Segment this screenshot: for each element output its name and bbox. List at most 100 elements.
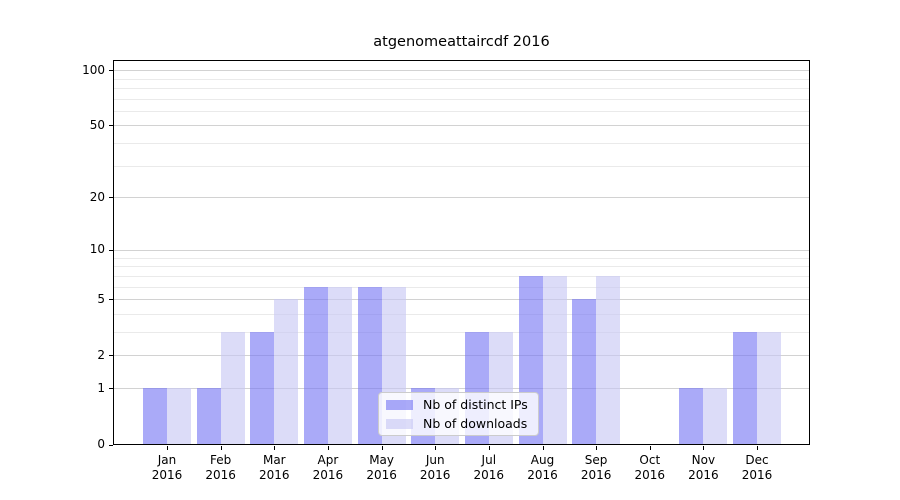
y-tick-mark-2 bbox=[109, 355, 113, 357]
gridline-minor-30 bbox=[114, 165, 809, 167]
x-tick-month: Sep bbox=[584, 453, 608, 467]
x-tick-mark-dec bbox=[757, 446, 758, 450]
x-tick-label-nov: Nov 2016 bbox=[673, 453, 733, 483]
x-tick-year: 2016 bbox=[259, 468, 290, 482]
x-tick-year: 2016 bbox=[580, 468, 612, 482]
x-tick-mark-jun bbox=[435, 446, 437, 450]
x-tick-label-oct: Oct 2016 bbox=[620, 453, 680, 483]
y-tick-label-2: 2 bbox=[97, 347, 105, 362]
y-tick-label-100: 100 bbox=[82, 62, 105, 77]
gridline-minor-8 bbox=[114, 266, 809, 268]
x-tick-mark-aug bbox=[542, 446, 544, 450]
x-tick-month: Aug bbox=[530, 453, 555, 467]
y-tick-mark-5 bbox=[109, 299, 113, 301]
gridline-major-100 bbox=[114, 70, 809, 71]
gridline-minor-4 bbox=[114, 313, 809, 315]
gridline-minor-70 bbox=[114, 98, 809, 100]
bar-downloads-dec bbox=[757, 332, 781, 445]
x-tick-label-may: May 2016 bbox=[352, 453, 412, 483]
bar-downloads-mar bbox=[274, 299, 299, 445]
gridline-minor-3 bbox=[114, 332, 809, 333]
x-tick-year: 2016 bbox=[527, 468, 558, 482]
bar-downloads-nov bbox=[703, 388, 728, 445]
y-tick-label-10: 10 bbox=[89, 242, 105, 257]
y-tick-mark-50 bbox=[109, 125, 113, 127]
x-tick-label-sep: Sep 2016 bbox=[566, 453, 626, 483]
x-tick-mark-jan bbox=[167, 446, 168, 450]
x-tick-year: 2016 bbox=[205, 468, 236, 482]
x-tick-mark-feb bbox=[220, 446, 222, 450]
x-tick-mark-oct bbox=[649, 446, 651, 450]
x-tick-month: Feb bbox=[209, 453, 232, 467]
x-tick-year: 2016 bbox=[473, 468, 505, 482]
gridline-minor-60 bbox=[114, 110, 809, 112]
x-tick-year: 2016 bbox=[151, 468, 183, 482]
legend-swatch-ips bbox=[386, 399, 413, 410]
y-tick-label-20: 20 bbox=[89, 189, 105, 204]
y-tick-label-0: 0 bbox=[97, 437, 105, 451]
gridline-major-10 bbox=[114, 249, 809, 251]
x-tick-label-feb: Feb 2016 bbox=[191, 453, 251, 483]
bar-ips-feb bbox=[196, 388, 221, 445]
x-tick-label-jan: Jan 2016 bbox=[137, 453, 197, 483]
legend-label-downloads: Nb of downloads bbox=[423, 416, 528, 431]
legend-swatch-downloads bbox=[386, 418, 413, 429]
gridline-minor-6 bbox=[114, 286, 809, 288]
legend-row-downloads: Nb of downloads bbox=[386, 416, 531, 431]
chart-title: atgenomeattaircdf 2016 bbox=[373, 34, 550, 50]
bar-downloads-sep bbox=[596, 275, 621, 445]
y-tick-label-5: 5 bbox=[97, 291, 105, 306]
bar-ips-apr bbox=[303, 286, 328, 445]
x-tick-label-aug: Aug 2016 bbox=[513, 453, 573, 483]
x-tick-month: Nov bbox=[691, 453, 716, 467]
x-tick-mark-jul bbox=[488, 446, 490, 450]
bar-ips-jan bbox=[143, 388, 167, 445]
gridline-minor-7 bbox=[114, 275, 809, 277]
x-tick-label-dec: Dec 2016 bbox=[727, 453, 787, 483]
legend: Nb of distinct IPs Nb of downloads bbox=[378, 392, 539, 436]
x-tick-year: 2016 bbox=[634, 468, 666, 482]
bar-ips-nov bbox=[679, 388, 704, 445]
gridline-major-50 bbox=[114, 125, 809, 127]
x-tick-mark-mar bbox=[274, 446, 276, 450]
bar-ips-sep bbox=[572, 299, 597, 445]
x-tick-year: 2016 bbox=[366, 468, 397, 482]
x-tick-label-mar: Mar 2016 bbox=[244, 453, 304, 483]
x-tick-month: Mar bbox=[262, 453, 286, 467]
bar-ips-mar bbox=[250, 332, 275, 445]
x-tick-label-apr: Apr 2016 bbox=[298, 453, 358, 483]
y-tick-mark-10 bbox=[109, 249, 113, 251]
x-tick-mark-may bbox=[381, 446, 383, 450]
x-tick-mark-sep bbox=[596, 446, 598, 450]
x-tick-year: 2016 bbox=[741, 468, 773, 482]
legend-label-ips: Nb of distinct IPs bbox=[423, 397, 528, 412]
gridline-major-5 bbox=[114, 299, 809, 301]
x-tick-month: Oct bbox=[639, 453, 661, 467]
y-tick-mark-0 bbox=[109, 444, 113, 446]
x-tick-month: Jan bbox=[157, 453, 177, 467]
x-tick-year: 2016 bbox=[688, 468, 719, 482]
bar-ips-may bbox=[357, 286, 382, 445]
x-tick-mark-apr bbox=[327, 446, 329, 450]
x-tick-month: Apr bbox=[317, 453, 339, 467]
x-tick-month: Dec bbox=[745, 453, 769, 467]
y-tick-label-1: 1 bbox=[97, 380, 105, 395]
gridline-minor-9 bbox=[114, 257, 809, 259]
gridline-major-1 bbox=[114, 388, 809, 390]
bar-downloads-apr bbox=[327, 286, 352, 445]
gridline-major-2 bbox=[114, 355, 809, 357]
x-tick-label-jun: Jun 2016 bbox=[405, 453, 465, 483]
x-tick-year: 2016 bbox=[419, 468, 451, 482]
gridline-minor-40 bbox=[114, 143, 809, 145]
x-tick-year: 2016 bbox=[312, 468, 344, 482]
x-tick-month: Jul bbox=[481, 453, 497, 467]
y-tick-mark-1 bbox=[109, 388, 113, 390]
bar-downloads-aug bbox=[542, 275, 567, 445]
gridline-minor-80 bbox=[114, 87, 809, 89]
x-tick-month: May bbox=[369, 453, 394, 467]
legend-row-ips: Nb of distinct IPs bbox=[386, 397, 531, 412]
